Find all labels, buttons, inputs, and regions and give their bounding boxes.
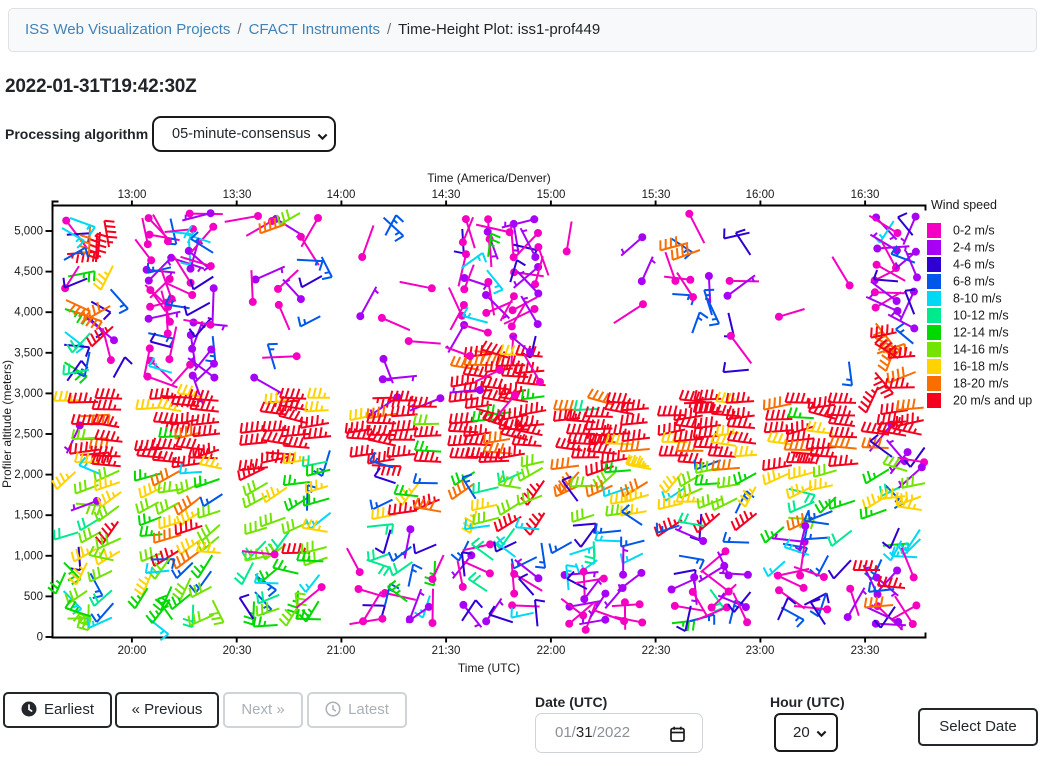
svg-text:Wind speed: Wind speed	[931, 198, 997, 212]
svg-text:3,500: 3,500	[14, 347, 43, 359]
svg-text:5,000: 5,000	[14, 226, 43, 238]
svg-text:8-10 m/s: 8-10 m/s	[953, 292, 1002, 306]
svg-text:18-20 m/s: 18-20 m/s	[953, 377, 1009, 391]
svg-text:1,000: 1,000	[14, 550, 43, 562]
svg-text:16:00: 16:00	[746, 189, 775, 201]
svg-text:23:00: 23:00	[746, 645, 775, 657]
svg-text:20:30: 20:30	[223, 645, 252, 657]
svg-text:13:30: 13:30	[223, 189, 252, 201]
svg-text:Profiler altitude (meters): Profiler altitude (meters)	[0, 360, 14, 488]
svg-text:10-12 m/s: 10-12 m/s	[953, 309, 1009, 323]
svg-text:500: 500	[24, 591, 43, 603]
svg-text:22:00: 22:00	[537, 645, 566, 657]
svg-text:2,000: 2,000	[14, 469, 43, 481]
svg-text:4,500: 4,500	[14, 266, 43, 278]
svg-text:14:30: 14:30	[432, 189, 461, 201]
svg-text:0: 0	[37, 632, 43, 644]
svg-text:Time (UTC): Time (UTC)	[458, 661, 520, 675]
svg-text:16-18 m/s: 16-18 m/s	[953, 360, 1009, 374]
svg-text:15:00: 15:00	[537, 189, 566, 201]
svg-text:15:30: 15:30	[642, 189, 671, 201]
svg-text:12-14 m/s: 12-14 m/s	[953, 326, 1009, 340]
svg-text:21:30: 21:30	[432, 645, 461, 657]
svg-text:20:00: 20:00	[118, 645, 147, 657]
svg-text:2-4 m/s: 2-4 m/s	[953, 241, 995, 255]
svg-text:22:30: 22:30	[642, 645, 671, 657]
svg-text:14:00: 14:00	[327, 189, 356, 201]
svg-text:23:30: 23:30	[851, 645, 880, 657]
svg-text:20 m/s and up: 20 m/s and up	[953, 394, 1032, 408]
svg-text:6-8 m/s: 6-8 m/s	[953, 275, 995, 289]
svg-text:16:30: 16:30	[851, 189, 880, 201]
svg-text:14-16 m/s: 14-16 m/s	[953, 343, 1009, 357]
svg-text:1,500: 1,500	[14, 510, 43, 522]
svg-text:13:00: 13:00	[118, 189, 147, 201]
svg-text:4-6 m/s: 4-6 m/s	[953, 258, 995, 272]
svg-text:0-2 m/s: 0-2 m/s	[953, 224, 995, 238]
svg-text:21:00: 21:00	[327, 645, 356, 657]
svg-text:2,500: 2,500	[14, 429, 43, 441]
svg-text:4,000: 4,000	[14, 307, 43, 319]
svg-text:Time (America/Denver): Time (America/Denver)	[427, 171, 551, 185]
svg-text:3,000: 3,000	[14, 388, 43, 400]
